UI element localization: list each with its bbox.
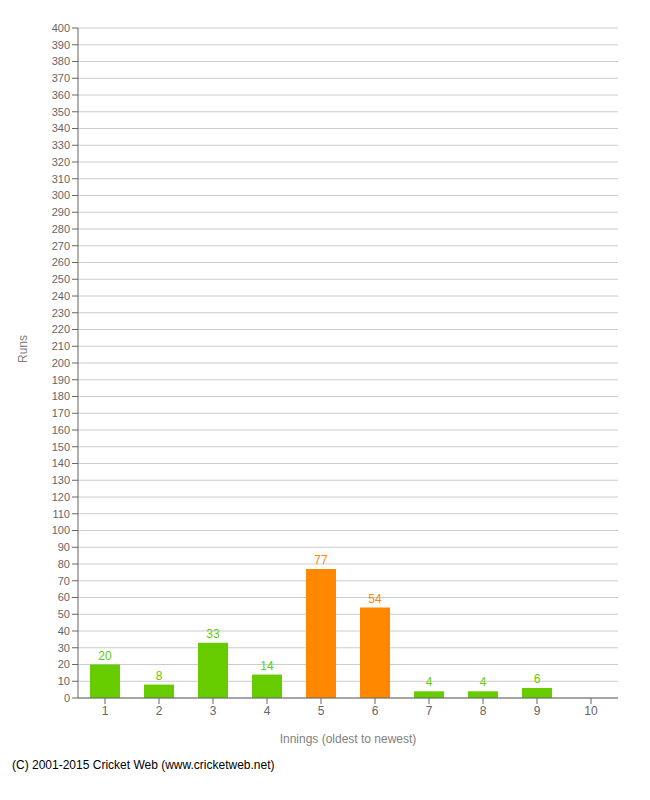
svg-text:320: 320	[52, 156, 70, 168]
svg-text:330: 330	[52, 139, 70, 151]
svg-text:310: 310	[52, 173, 70, 185]
svg-text:120: 120	[52, 491, 70, 503]
svg-text:14: 14	[260, 659, 274, 673]
svg-text:180: 180	[52, 390, 70, 402]
svg-text:1: 1	[102, 704, 109, 718]
svg-text:3: 3	[210, 704, 217, 718]
svg-text:110: 110	[52, 508, 70, 520]
svg-text:20: 20	[98, 649, 112, 663]
svg-text:90: 90	[58, 541, 70, 553]
svg-text:390: 390	[52, 39, 70, 51]
svg-text:350: 350	[52, 106, 70, 118]
svg-text:5: 5	[318, 704, 325, 718]
svg-text:6: 6	[534, 672, 541, 686]
svg-text:10: 10	[58, 675, 70, 687]
svg-text:77: 77	[314, 553, 328, 567]
svg-text:9: 9	[534, 704, 541, 718]
svg-text:2: 2	[156, 704, 163, 718]
svg-text:4: 4	[426, 675, 433, 689]
svg-text:33: 33	[206, 627, 220, 641]
svg-text:340: 340	[52, 122, 70, 134]
svg-text:6: 6	[372, 704, 379, 718]
svg-text:380: 380	[52, 55, 70, 67]
svg-text:220: 220	[52, 323, 70, 335]
svg-text:370: 370	[52, 72, 70, 84]
svg-text:250: 250	[52, 273, 70, 285]
svg-text:290: 290	[52, 206, 70, 218]
svg-text:100: 100	[52, 524, 70, 536]
svg-text:Runs: Runs	[16, 335, 30, 363]
svg-text:260: 260	[52, 256, 70, 268]
svg-text:240: 240	[52, 290, 70, 302]
html-text:(C) 2001-2015 Cricket Web (www: (C) 2001-2015 Cricket Web (www.cricketwe…	[12, 758, 275, 772]
svg-text:160: 160	[52, 424, 70, 436]
svg-text:60: 60	[58, 591, 70, 603]
svg-text:50: 50	[58, 608, 70, 620]
svg-text:10: 10	[584, 704, 598, 718]
svg-text:7: 7	[426, 704, 433, 718]
svg-text:0: 0	[64, 692, 70, 704]
svg-text:150: 150	[52, 441, 70, 453]
svg-text:300: 300	[52, 189, 70, 201]
svg-text:280: 280	[52, 223, 70, 235]
svg-text:190: 190	[52, 374, 70, 386]
svg-text:54: 54	[368, 592, 382, 606]
svg-text:Innings (oldest to newest): Innings (oldest to newest)	[280, 732, 417, 746]
svg-text:270: 270	[52, 240, 70, 252]
svg-text:130: 130	[52, 474, 70, 486]
svg-text:230: 230	[52, 307, 70, 319]
svg-text:70: 70	[58, 575, 70, 587]
svg-text:80: 80	[58, 558, 70, 570]
svg-text:360: 360	[52, 89, 70, 101]
svg-text:200: 200	[52, 357, 70, 369]
svg-text:30: 30	[58, 642, 70, 654]
svg-text:140: 140	[52, 457, 70, 469]
svg-text:8: 8	[480, 704, 487, 718]
svg-text:8: 8	[156, 669, 163, 683]
svg-text:20: 20	[58, 658, 70, 670]
svg-text:4: 4	[480, 675, 487, 689]
svg-text:40: 40	[58, 625, 70, 637]
svg-text:210: 210	[52, 340, 70, 352]
svg-text:400: 400	[52, 22, 70, 34]
svg-text:170: 170	[52, 407, 70, 419]
svg-text:4: 4	[264, 704, 271, 718]
